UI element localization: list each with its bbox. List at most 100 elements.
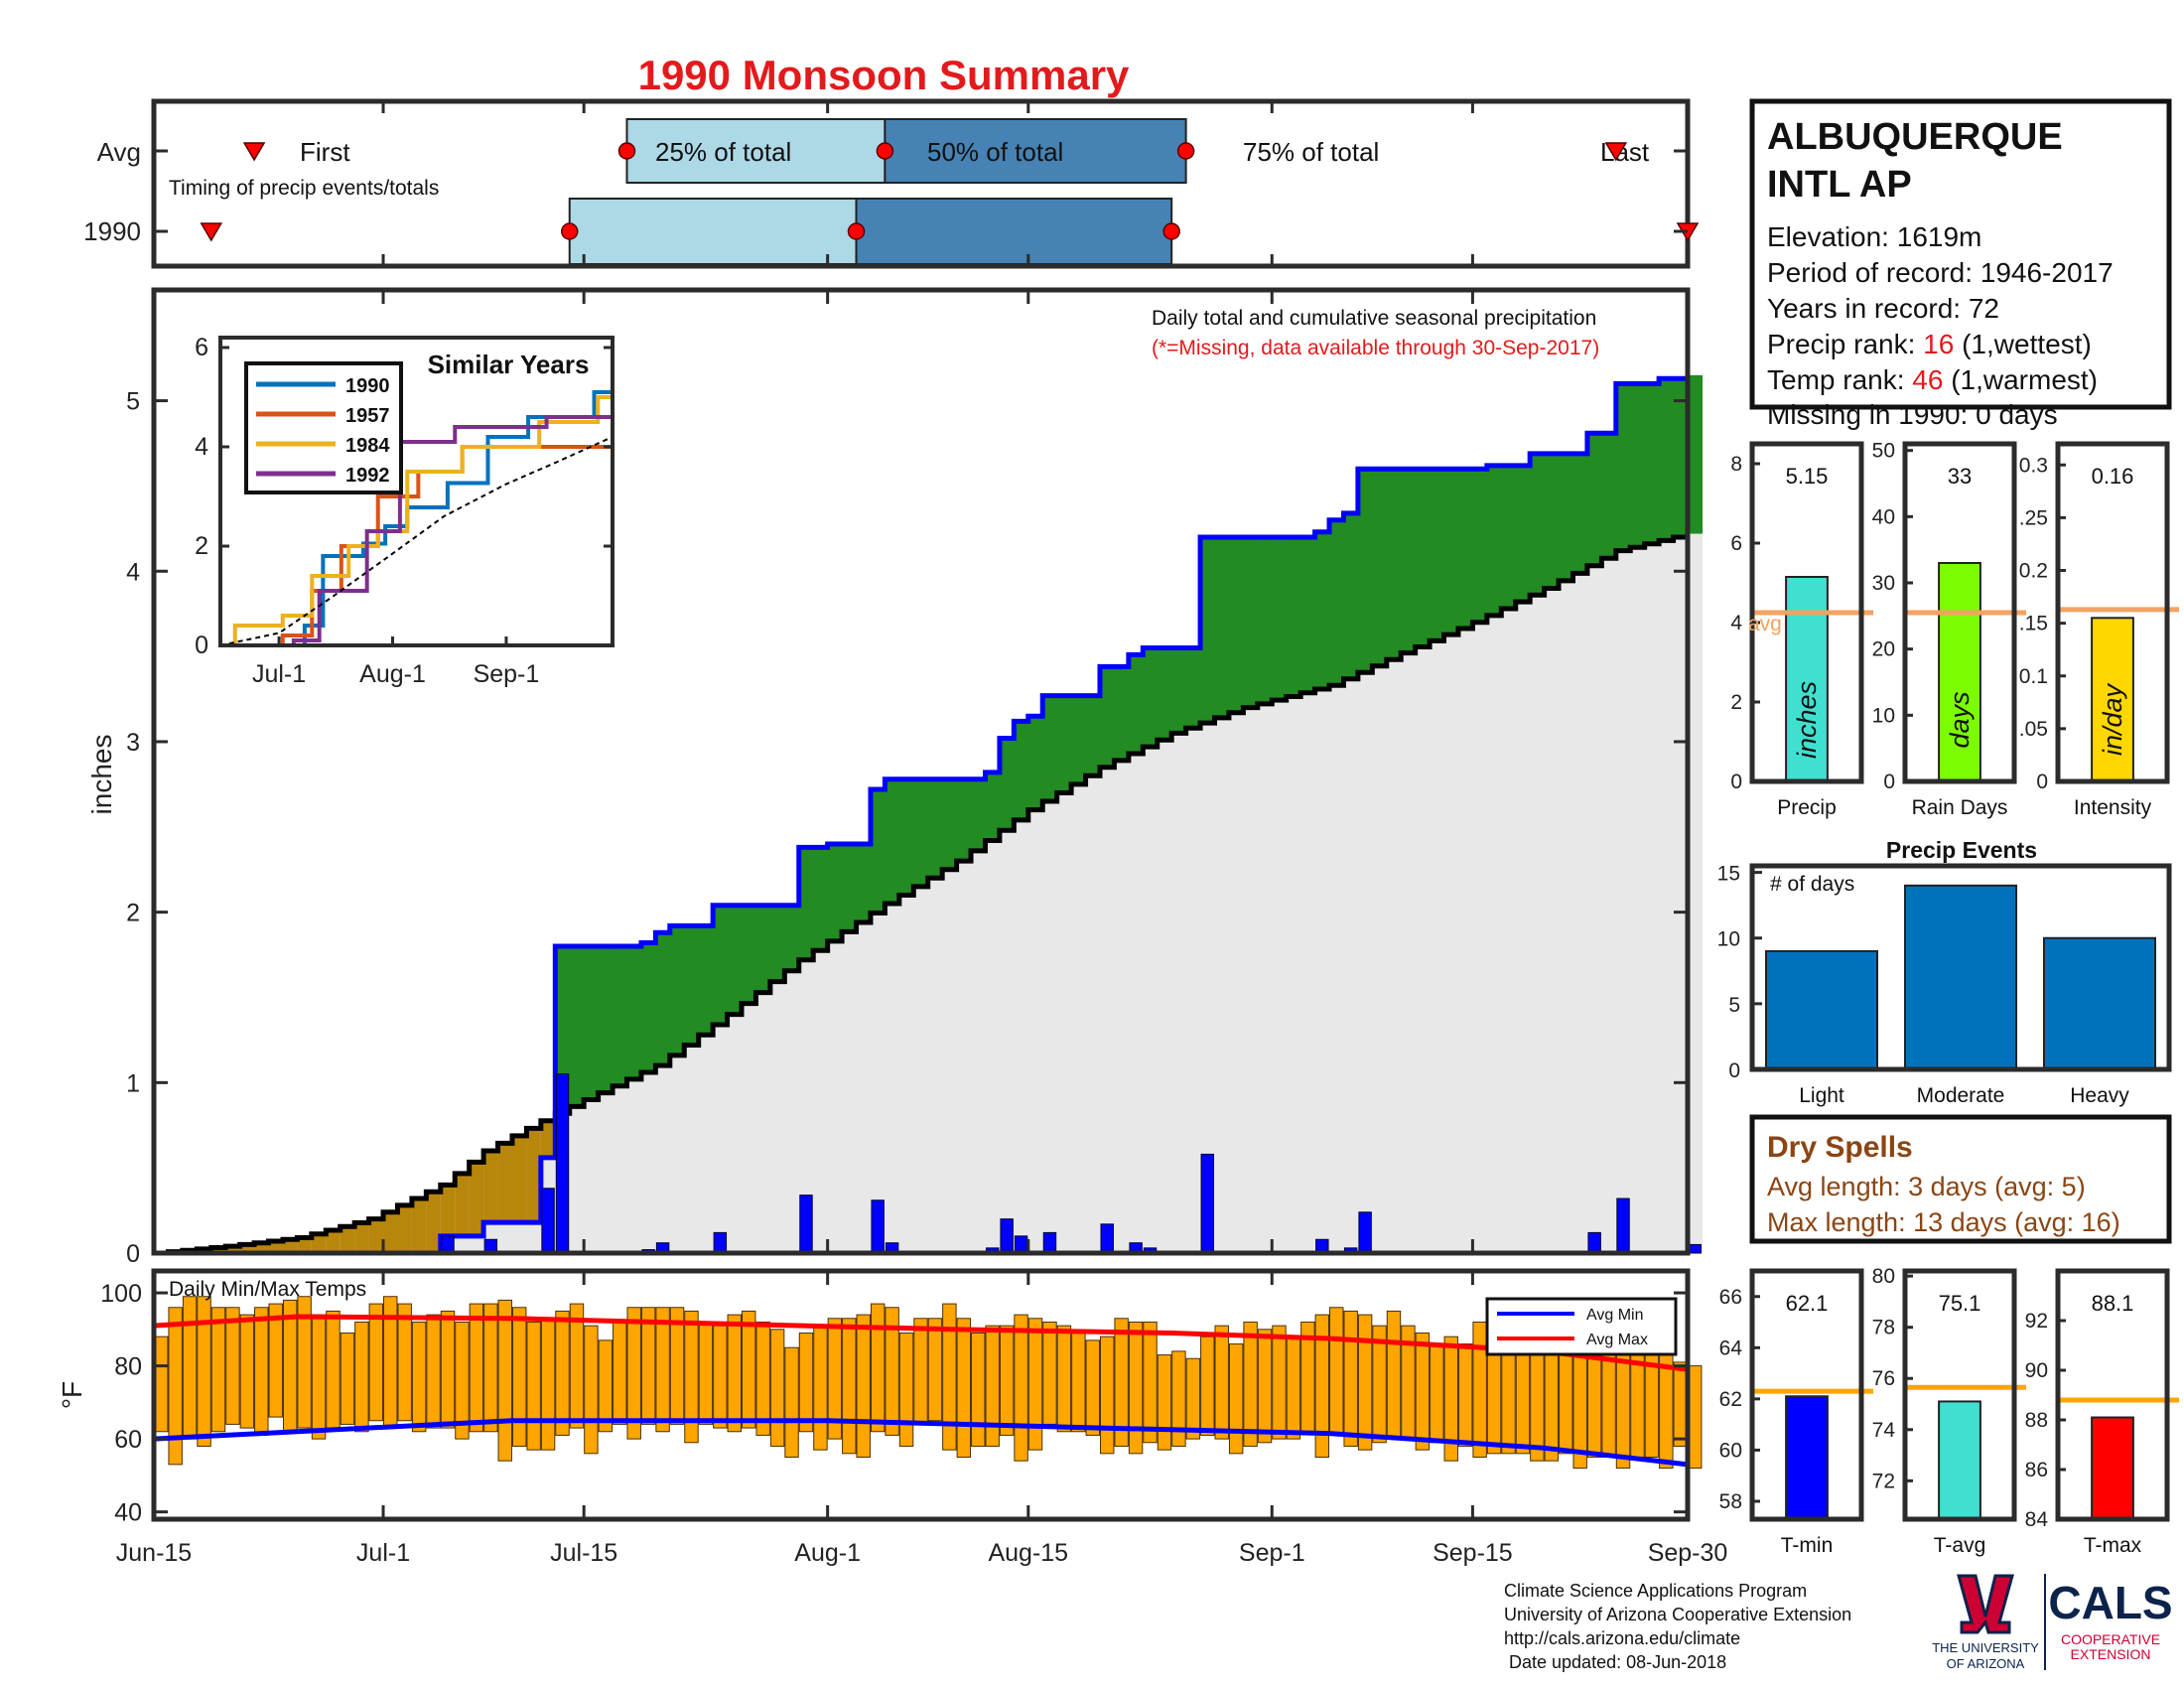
surplus-area xyxy=(569,945,585,1107)
avg-cumulative-area xyxy=(842,931,858,1253)
surplus-area xyxy=(913,778,929,887)
x-tick-label: Sep-1 xyxy=(1239,1539,1305,1567)
panel-y-tick-label: 10 xyxy=(1872,704,1895,727)
daily-temp-bar xyxy=(798,1333,814,1433)
panel-y-tick-label: 78 xyxy=(1872,1317,1895,1339)
surplus-area xyxy=(584,945,600,1100)
dry-spells-max: Max length: 13 days (avg: 16) xyxy=(1767,1207,2120,1237)
cumulative-1990-line xyxy=(154,374,1691,1256)
surplus-area xyxy=(1027,716,1043,810)
avg-cumulative-area xyxy=(827,940,843,1253)
avg-cumulative-area xyxy=(885,904,900,1253)
panel-category-label: T-max xyxy=(2084,1534,2142,1557)
footer-line1: Climate Science Applications Program xyxy=(1504,1581,1807,1601)
daily-temp-bar xyxy=(1272,1325,1287,1440)
temp-rank-value: 46 xyxy=(1912,364,1943,395)
daily-temp-bar xyxy=(1042,1321,1057,1425)
surplus-area xyxy=(684,925,700,1046)
temp-y-tick-label: 40 xyxy=(114,1499,142,1527)
avg-q1-box xyxy=(625,118,887,184)
daily-temp-bar xyxy=(1071,1333,1086,1433)
date-axis-labels: Jun-15 Jul-1 Jul-15 Aug-1 Aug-15 Sep-1 Sep-15 S… xyxy=(116,1539,1728,1567)
avg-first-label: First xyxy=(300,137,350,167)
deficit-area xyxy=(440,1185,456,1236)
block-a-logo-icon xyxy=(1957,1574,2014,1634)
inset-x-tick-label: Jul-1 xyxy=(252,660,306,688)
avg-cumulative-area xyxy=(985,840,1001,1253)
main-annotation-line1: Daily total and cumulative seasonal prec… xyxy=(1152,307,1596,330)
surplus-area xyxy=(927,778,943,879)
panel-value-label: 88.1 xyxy=(2092,1291,2134,1316)
surplus-area xyxy=(769,905,785,982)
panel-y-tick-label: 60 xyxy=(1719,1439,1742,1462)
deficit-area xyxy=(354,1222,370,1253)
deficit-area xyxy=(254,1242,270,1253)
surplus-area xyxy=(898,778,914,896)
daily-temp-bar xyxy=(154,1336,169,1433)
daily-temp-bar xyxy=(769,1329,785,1447)
daily-temp-bar xyxy=(971,1333,986,1447)
daily-temp-bar xyxy=(569,1303,585,1429)
surplus-area xyxy=(1386,469,1402,660)
legend-avg-max-label: Avg Max xyxy=(1586,1332,1648,1348)
daily-temp-bar xyxy=(655,1307,670,1433)
daily-temp-bar xyxy=(613,1321,627,1425)
event-category-label: Heavy xyxy=(2070,1084,2129,1107)
avg-cumulative-area xyxy=(1601,558,1617,1253)
surplus-area xyxy=(613,945,628,1086)
avg-cumulative-area xyxy=(784,970,800,1253)
daily-temp-bar xyxy=(1014,1314,1028,1462)
daily-temp-bar xyxy=(584,1325,599,1455)
avg-cumulative-area xyxy=(971,850,987,1253)
year-q2-box xyxy=(855,198,1173,265)
daily-temp-bar xyxy=(1085,1339,1100,1436)
daily-temp-bar xyxy=(1143,1321,1158,1444)
surplus-area xyxy=(1559,453,1574,581)
daily-temp-bar xyxy=(727,1314,743,1433)
daily-temp-bar xyxy=(713,1325,728,1429)
surplus-area xyxy=(755,905,771,993)
avg-cumulative-area xyxy=(569,1106,585,1253)
intensity-bar xyxy=(2091,617,2134,782)
daily-precip-bar xyxy=(799,1195,813,1254)
avg-cumulative-area xyxy=(1644,543,1660,1253)
daily-temp-bar xyxy=(1056,1325,1072,1433)
panel-frame xyxy=(1749,1268,1864,1522)
daily-temp-bar xyxy=(1673,1361,1689,1447)
panel-y-tick-label: 74 xyxy=(1872,1419,1896,1442)
avg-cumulative-area xyxy=(1530,595,1546,1253)
daily-temp-bar xyxy=(813,1325,828,1451)
station-years: Years in record: 72 xyxy=(1767,293,1999,324)
surplus-area xyxy=(971,778,987,851)
surplus-area xyxy=(669,925,685,1055)
surplus-area xyxy=(885,778,900,905)
daily-temp-bar xyxy=(1157,1354,1172,1451)
panel-value-label: 33 xyxy=(1948,464,1972,489)
avg-cumulative-area xyxy=(727,1014,743,1253)
avg-cumulative-area xyxy=(1415,646,1431,1253)
daily-temp-bar xyxy=(455,1321,470,1440)
station-info-panel: ALBUQUERQUE INTL AP Elevation: 1619m Per… xyxy=(1749,98,2172,430)
surplus-area xyxy=(1372,469,1388,666)
surplus-area xyxy=(1099,666,1116,768)
surplus-area xyxy=(1171,647,1187,734)
avg-cumulative-area xyxy=(698,1035,714,1253)
avg-cumulative-area xyxy=(999,830,1015,1253)
avg-cumulative-area xyxy=(870,913,887,1253)
panel-y-tick-label: 2 xyxy=(1730,691,1742,714)
panel-frame xyxy=(1902,441,2017,784)
avg-cumulative-area xyxy=(856,921,872,1253)
daily-precip-bar xyxy=(713,1231,728,1254)
deficit-area xyxy=(340,1226,355,1253)
inset-title: Similar Years xyxy=(428,350,590,379)
daily-temp-bar xyxy=(684,1310,699,1444)
surplus-area xyxy=(1314,531,1330,690)
university-of-arizona-logo: THE UNIVERSITY OF ARIZONA xyxy=(1932,1574,2039,1671)
panel-category-label: Intensity xyxy=(2074,796,2152,819)
deficit-area xyxy=(368,1218,384,1253)
daily-temp-bar xyxy=(870,1303,886,1433)
avg-cumulative-line xyxy=(154,533,1691,1256)
inset-frame xyxy=(218,336,614,647)
precip-events-chart: Precip Events Light Moderate Heavy 0 5 10 15 #… xyxy=(1717,837,2172,1107)
avg-cumulative-area xyxy=(1329,685,1345,1253)
